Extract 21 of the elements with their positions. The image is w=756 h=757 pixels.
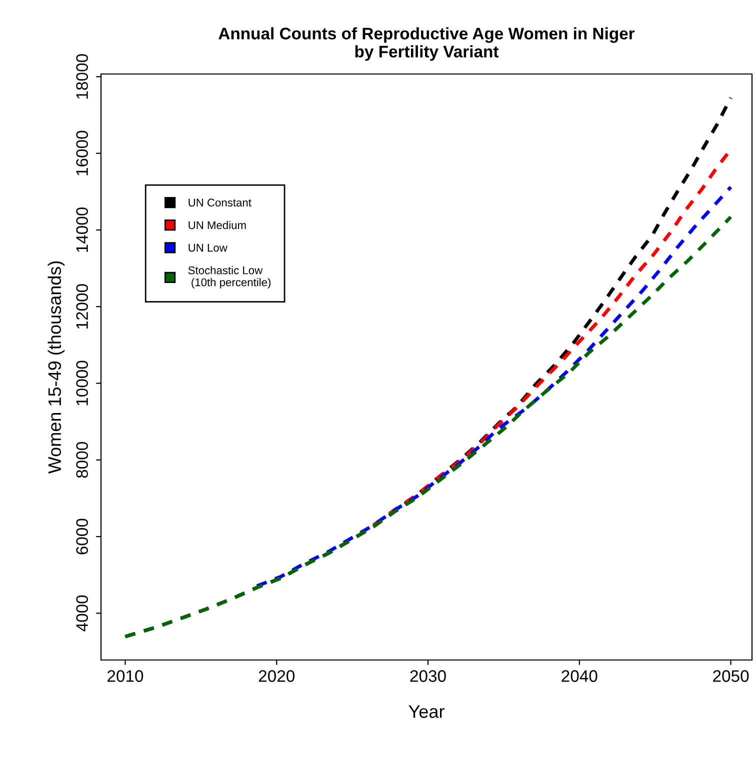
line-series <box>123 215 733 638</box>
x-tick-label: 2050 <box>713 670 749 682</box>
y-tick-label: 4000 <box>76 595 88 632</box>
y-tick-label: 10000 <box>76 360 88 406</box>
y-tick-label: 18000 <box>76 54 88 99</box>
y-tick-label: 8000 <box>76 442 88 478</box>
y-axis-title: Women 15-49 (thousands) <box>48 261 65 474</box>
y-tick-label: 12000 <box>76 284 88 329</box>
x-tick-label: 2030 <box>410 670 446 682</box>
x-axis-title: Year <box>408 705 444 718</box>
chart-title: Annual Counts of Reproductive Age Women in Niger by Fertility Variant <box>218 27 635 61</box>
legend-label: UN Constant <box>188 198 252 207</box>
legend-label: UN Medium <box>188 220 246 230</box>
legend-label: Stochastic Low (10th percentile) <box>188 266 271 288</box>
x-tick-label: 2040 <box>562 670 598 682</box>
legend-label: UN Low <box>188 244 228 252</box>
x-tick-label: 2010 <box>108 670 144 682</box>
x-tick-label: 2020 <box>258 670 295 682</box>
y-tick-label: 16000 <box>76 130 88 176</box>
y-tick-label: 6000 <box>76 518 88 554</box>
y-tick-label: 14000 <box>76 207 88 252</box>
